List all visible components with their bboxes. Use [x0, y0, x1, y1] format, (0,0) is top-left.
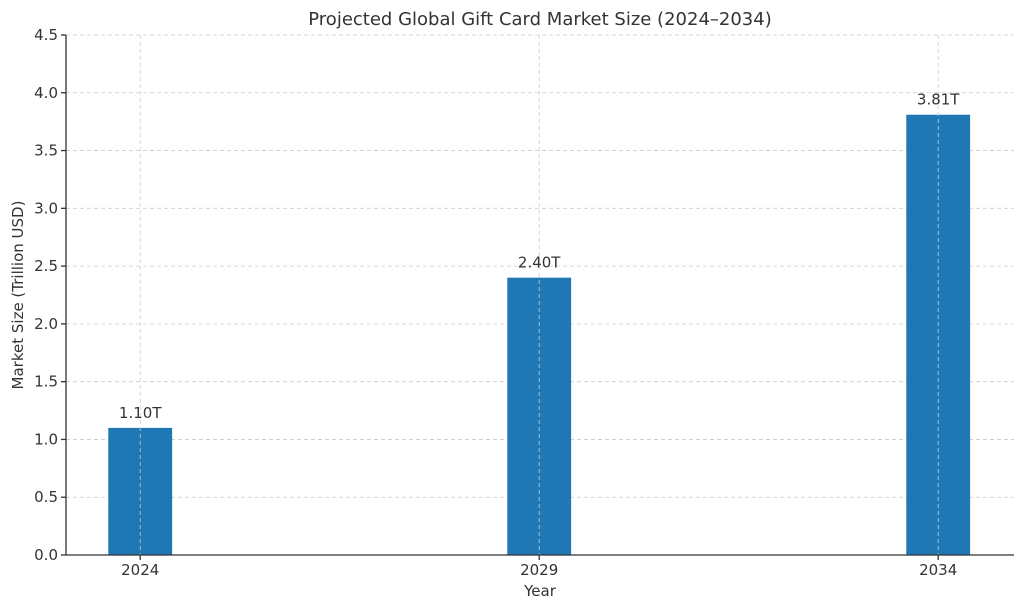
vertical-grid	[139, 35, 939, 555]
y-tick-label: 1.0	[34, 430, 58, 448]
y-tick-label: 0.0	[34, 546, 58, 564]
y-tick-label: 4.5	[34, 26, 58, 44]
chart-title: Projected Global Gift Card Market Size (…	[308, 9, 771, 30]
y-tick-label: 1.5	[34, 373, 58, 391]
data-label: 3.81T	[917, 91, 960, 109]
y-tick-label: 2.5	[34, 257, 58, 275]
bars	[108, 114, 971, 555]
y-tick-label: 0.5	[34, 488, 58, 506]
data-label: 1.10T	[119, 404, 162, 422]
y-tick-label: 2.0	[34, 315, 58, 333]
x-tick-label: 2024	[121, 561, 159, 579]
x-axis-label: Year	[523, 582, 557, 600]
x-ticks: 2024 2029 2034	[121, 555, 957, 579]
y-tick-label: 4.0	[34, 84, 58, 102]
bar-2034	[906, 114, 971, 555]
y-tick-label: 3.5	[34, 142, 58, 160]
x-tick-label: 2029	[520, 561, 558, 579]
y-tick-label: 3.0	[34, 199, 58, 217]
y-axis-label: Market Size (Trillion USD)	[9, 201, 27, 390]
data-label: 2.40T	[518, 254, 561, 272]
data-labels: 1.10T 2.40T 3.81T	[119, 91, 960, 422]
y-ticks: 0.0 0.5 1.0 1.5 2.0 2.5 3.0 3.5 4.0 4.5	[34, 26, 66, 564]
x-tick-label: 2034	[919, 561, 957, 579]
